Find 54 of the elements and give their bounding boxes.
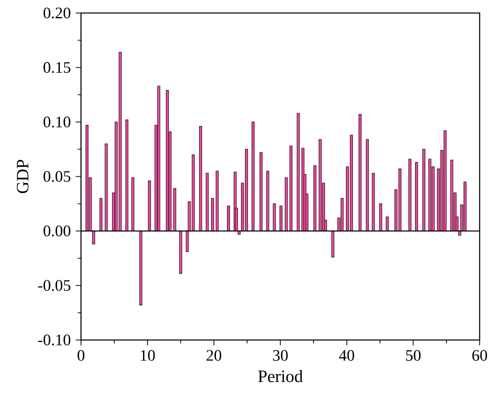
bar [157,86,160,232]
bar [350,134,353,232]
bar [179,230,182,274]
bar [148,180,151,232]
y-tick-label: -0.05 [38,280,70,291]
bar [444,130,447,232]
bar [131,177,134,232]
bar [318,139,322,232]
bar [260,152,263,232]
bar [252,122,255,232]
bar [227,206,230,232]
bar [422,148,426,232]
x-axis-title: Period [258,370,303,382]
bar [366,139,369,232]
x-tick-label: 50 [406,350,421,361]
bar [199,126,202,232]
x-tick-label: 10 [140,350,155,361]
x-tick-label: 30 [273,350,288,361]
y-tick-label: 0.10 [44,116,70,128]
bar [358,114,362,232]
y-axis-title: GDP [16,160,28,194]
bar [206,172,209,232]
bar [331,230,334,258]
bar [279,206,282,232]
bar [398,168,402,232]
bar [372,172,375,232]
x-tick-label: 60 [472,350,488,361]
bar [244,148,248,232]
bar [125,119,128,232]
y-tick-label: 0.00 [44,226,70,236]
bar [266,170,270,232]
bar [379,203,382,232]
bar [99,198,102,232]
bar [139,230,142,306]
x-tick-label: 0 [78,350,84,361]
y-tick-label: 0.05 [44,171,70,182]
bar [192,154,195,232]
y-tick-label: -0.10 [38,334,70,346]
x-tick-label: 40 [339,350,354,361]
bar [386,216,389,232]
bar [408,158,412,232]
x-tick-label: 20 [206,350,222,361]
bar [289,146,292,232]
y-tick-label: 0.15 [44,62,70,73]
bar [118,52,122,232]
bar [85,124,88,232]
bar [415,162,418,232]
bar [340,198,344,232]
bar [313,165,316,232]
bar [428,158,432,232]
bar [464,182,467,232]
bar [272,203,276,232]
y-tick-label: 0.20 [44,8,70,18]
bar [92,230,96,244]
